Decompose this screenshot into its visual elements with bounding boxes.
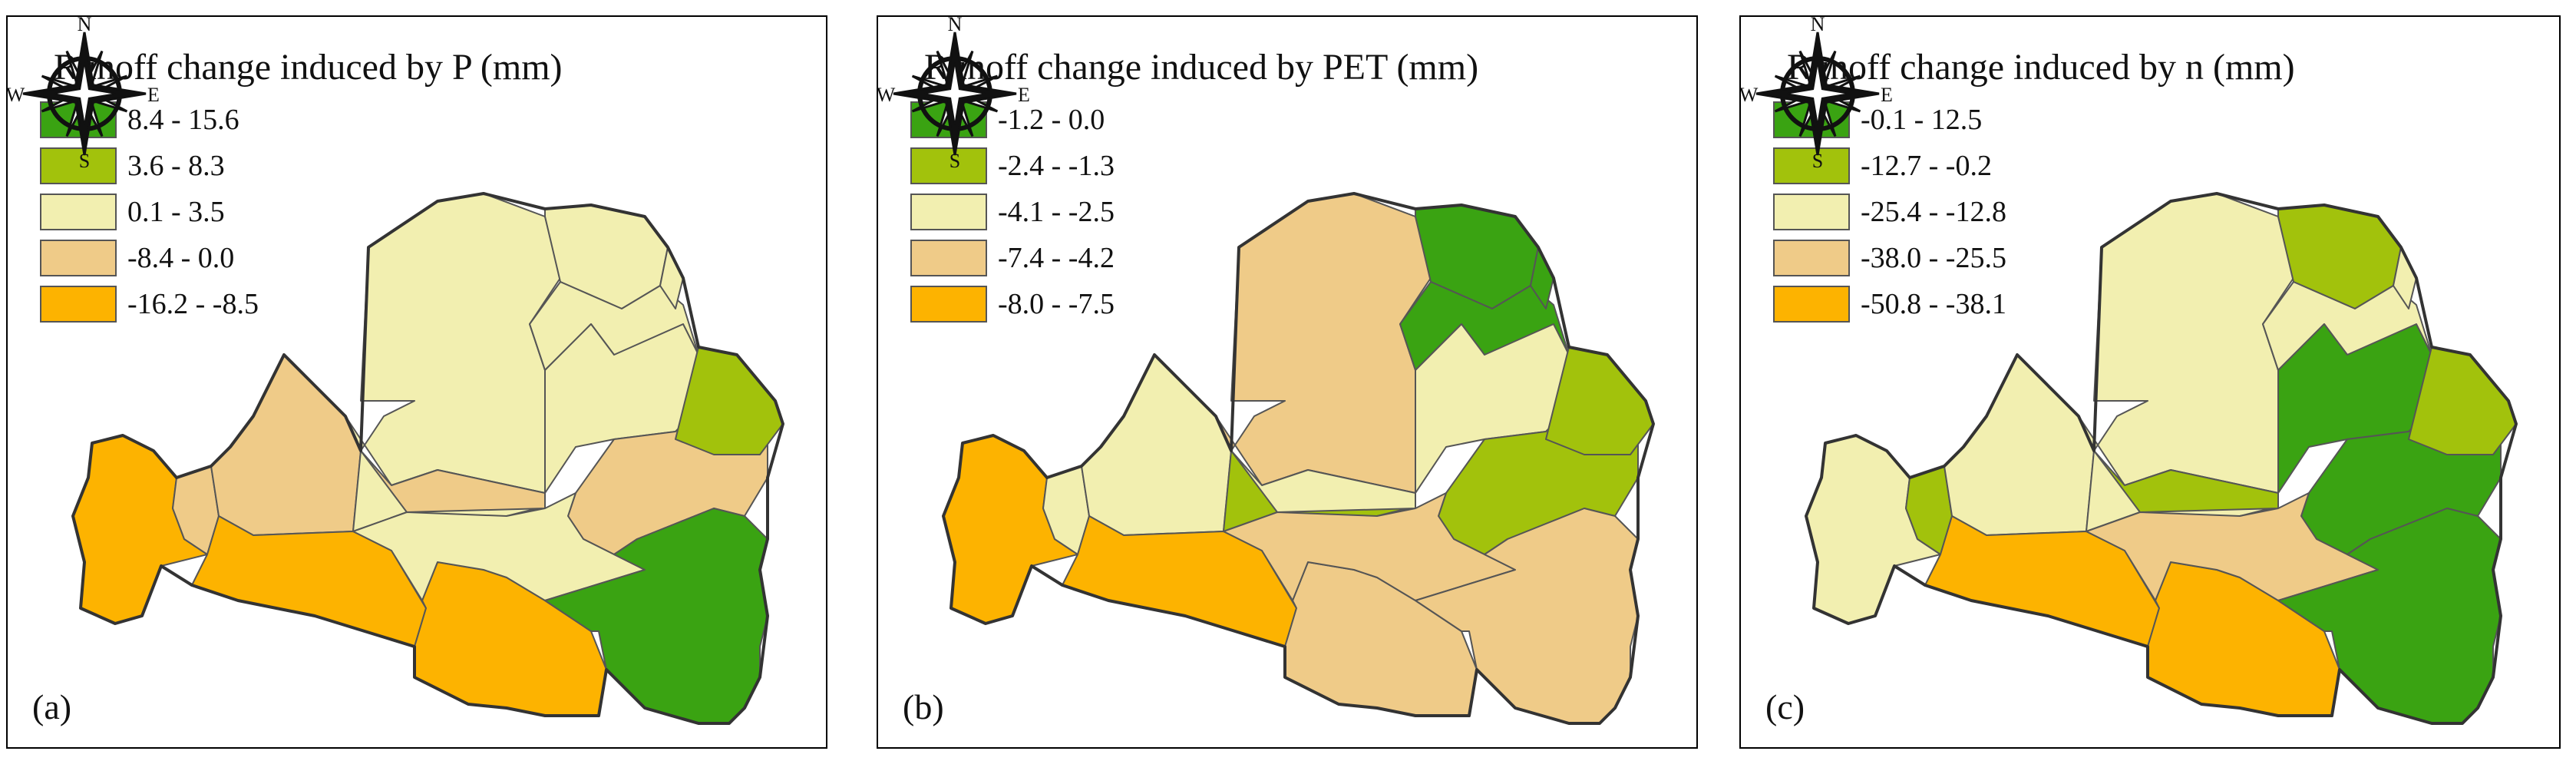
legend-swatch <box>910 286 987 323</box>
panel-label: (c) <box>1765 687 1805 726</box>
compass-letter: S <box>949 150 960 170</box>
compass-letter: E <box>1018 84 1030 106</box>
legend-label: -4.1 - -2.5 <box>998 196 1115 228</box>
map-title: Runoff change induced by PET (mm) <box>924 47 1479 88</box>
legend-swatch <box>910 240 987 276</box>
map-panel-b: Runoff change induced by PET (mm) -1.2 -… <box>877 15 1698 749</box>
legend-item: -25.4 - -12.8 <box>1773 189 2006 235</box>
compass-rose-icon: N S E W <box>878 17 1030 170</box>
legend-label: 8.4 - 15.6 <box>127 104 239 136</box>
legend-swatch <box>40 286 117 323</box>
legend-item: -7.4 - -4.2 <box>910 235 1115 281</box>
compass-letter: E <box>1881 84 1893 106</box>
legend-item: -50.8 - -38.1 <box>1773 281 2006 327</box>
watershed-outline <box>942 192 1655 725</box>
legend-swatch <box>910 194 987 230</box>
legend-label: -8.4 - 0.0 <box>127 242 235 274</box>
legend-label: -2.4 - -1.3 <box>998 150 1115 182</box>
legend-swatch <box>910 147 987 184</box>
legend-label: -0.1 - 12.5 <box>1861 104 1983 136</box>
watershed-map <box>1805 192 2518 725</box>
panel-label: (b) <box>903 687 944 726</box>
compass-letter: W <box>878 84 896 106</box>
map-panel-c: Runoff change induced by n (mm) -0.1 - 1… <box>1739 15 2561 749</box>
map-title: Runoff change induced by n (mm) <box>1787 47 2295 88</box>
compass-letter: W <box>1741 84 1759 106</box>
legend-item: 3.6 - 8.3 <box>40 143 259 189</box>
legend-swatch <box>1773 194 1850 230</box>
subbasin-zone <box>1215 193 1432 494</box>
compass-rose-icon: N S E W <box>1741 17 1893 170</box>
legend-swatch <box>1773 147 1850 184</box>
compass-letter: N <box>1811 17 1825 35</box>
legend-item: -2.4 - -1.3 <box>910 143 1115 189</box>
subbasin-zone <box>2078 193 2294 494</box>
panel-label: (a) <box>32 687 72 726</box>
legend-label: -38.0 - -25.5 <box>1861 242 2006 274</box>
legend-item: -12.7 - -0.2 <box>1773 143 2006 189</box>
legend-item: -4.1 - -2.5 <box>910 189 1115 235</box>
watershed-outline <box>71 192 784 725</box>
legend-swatch <box>40 147 117 184</box>
map-panel-a: Runoff change induced by P (mm) 8.4 - 15… <box>6 15 827 749</box>
legend-label: -12.7 - -0.2 <box>1861 150 1992 182</box>
watershed-map <box>71 192 784 725</box>
legend-label: -1.2 - 0.0 <box>998 104 1105 136</box>
legend-item: -8.0 - -7.5 <box>910 281 1115 327</box>
map-title: Runoff change induced by P (mm) <box>54 47 563 88</box>
subbasin-zone <box>345 193 561 494</box>
legend-swatch <box>40 194 117 230</box>
legend-item: 0.1 - 3.5 <box>40 189 259 235</box>
legend-label: -16.2 - -8.5 <box>127 288 259 320</box>
compass-letter: N <box>78 17 92 35</box>
legend-label: -50.8 - -38.1 <box>1861 288 2006 320</box>
legend-label: 0.1 - 3.5 <box>127 196 225 228</box>
compass-letter: S <box>79 150 90 170</box>
legend-label: 3.6 - 8.3 <box>127 150 225 182</box>
legend-swatch <box>40 240 117 276</box>
watershed-map <box>942 192 1655 725</box>
compass-letter: E <box>147 84 160 106</box>
legend-item: -38.0 - -25.5 <box>1773 235 2006 281</box>
legend-item: -8.4 - 0.0 <box>40 235 259 281</box>
legend-item: -16.2 - -8.5 <box>40 281 259 327</box>
legend-swatch <box>1773 240 1850 276</box>
legend-label: -8.0 - -7.5 <box>998 288 1115 320</box>
legend-label: -7.4 - -4.2 <box>998 242 1115 274</box>
compass-rose-icon: N S E W <box>8 17 160 170</box>
compass-letter: W <box>8 84 25 106</box>
watershed-outline <box>1805 192 2518 725</box>
compass-letter: N <box>948 17 963 35</box>
legend-label: -25.4 - -12.8 <box>1861 196 2006 228</box>
compass-letter: S <box>1812 150 1823 170</box>
legend-swatch <box>1773 286 1850 323</box>
